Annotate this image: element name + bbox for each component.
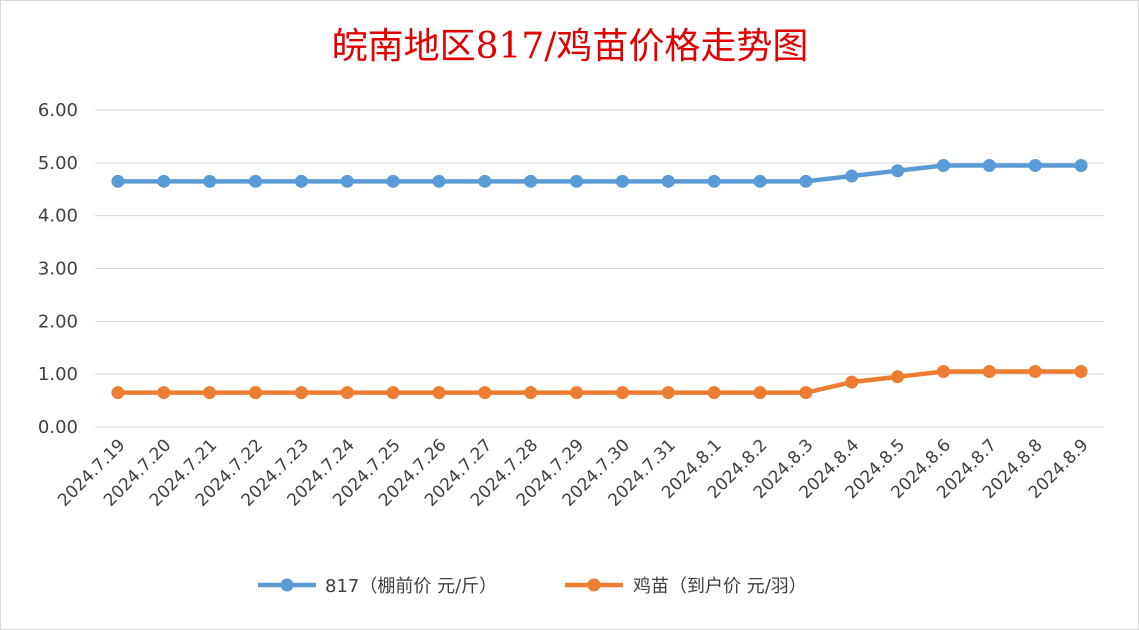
data-point: [799, 386, 813, 400]
y-tick-label: 4.00: [38, 206, 78, 227]
data-point: [845, 375, 859, 389]
data-point: [157, 386, 171, 400]
data-point: [478, 386, 492, 400]
series-line-1: [117, 369, 1082, 395]
data-point: [386, 386, 400, 400]
data-point: [157, 174, 171, 188]
data-point: [570, 386, 584, 400]
legend-label-0: 817（棚前价 元/斤）: [325, 576, 497, 597]
legend-marker-1: [587, 578, 601, 592]
data-point: [294, 386, 308, 400]
data-point: [707, 386, 721, 400]
data-point: [570, 174, 584, 188]
data-point: [203, 174, 217, 188]
y-tick-label: 5.00: [38, 153, 78, 174]
chart-title: 皖南地区817/鸡苗价格走势图: [332, 26, 809, 67]
data-point: [249, 386, 263, 400]
legend: 817（棚前价 元/斤） 鸡苗（到户价 元/羽）: [258, 576, 807, 597]
data-point: [111, 174, 125, 188]
legend-label-1: 鸡苗（到户价 元/羽）: [633, 576, 807, 597]
data-point: [432, 174, 446, 188]
data-point: [524, 174, 538, 188]
legend-marker-0: [280, 578, 294, 592]
y-tick-label: 2.00: [38, 311, 78, 332]
data-point: [340, 174, 354, 188]
data-point: [294, 174, 308, 188]
data-point: [478, 174, 492, 188]
series-line-0: [117, 163, 1082, 184]
data-point: [753, 386, 767, 400]
data-point: [615, 174, 629, 188]
y-tick-label: 0.00: [38, 417, 78, 438]
data-point: [1028, 365, 1042, 379]
series-layer: [111, 158, 1088, 400]
data-point: [340, 386, 354, 400]
data-point: [111, 386, 125, 400]
gridlines: [95, 109, 1104, 428]
data-point: [936, 158, 950, 172]
data-point: [203, 386, 217, 400]
y-tick-label: 3.00: [38, 259, 78, 280]
y-axis-ticks: 0.00 1.00 2.00 3.00 4.00 5.00 6.00: [38, 100, 78, 438]
data-point: [615, 386, 629, 400]
data-point: [524, 386, 538, 400]
data-point: [845, 169, 859, 183]
data-point: [249, 174, 263, 188]
y-tick-label: 1.00: [38, 364, 78, 385]
data-point: [1074, 158, 1088, 172]
data-point: [753, 174, 767, 188]
data-point: [386, 174, 400, 188]
data-point: [661, 386, 675, 400]
data-point: [707, 174, 721, 188]
data-point: [891, 164, 905, 178]
data-point: [891, 370, 905, 384]
data-point: [432, 386, 446, 400]
data-point: [1028, 158, 1042, 172]
data-point: [1074, 365, 1088, 379]
data-point: [936, 365, 950, 379]
data-point: [982, 365, 996, 379]
data-point: [661, 174, 675, 188]
y-tick-label: 6.00: [38, 100, 78, 121]
data-point: [799, 174, 813, 188]
data-point: [982, 158, 996, 172]
